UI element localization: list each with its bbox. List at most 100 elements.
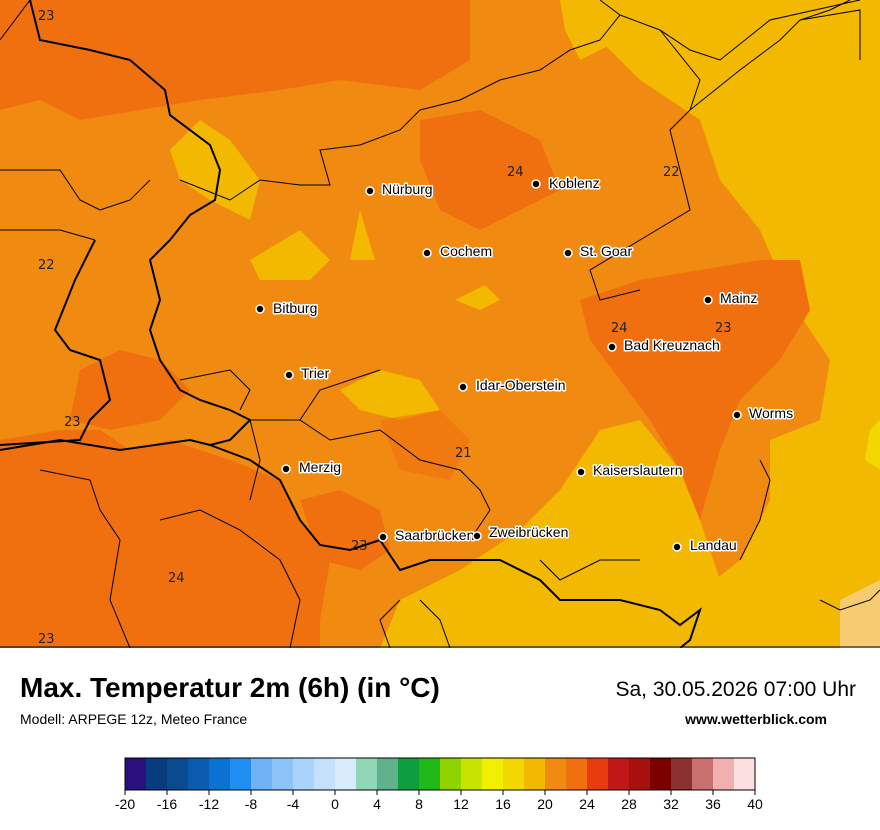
legend-frame <box>124 757 756 791</box>
city-label: Saarbrücken <box>395 527 474 543</box>
city-cochem: Cochem <box>422 242 494 261</box>
contour-label: 24 <box>168 571 185 586</box>
city-label: St. Goar <box>580 243 632 259</box>
legend-tick-label: 0 <box>331 796 339 812</box>
legend-tick-label: -8 <box>245 796 258 812</box>
forecast-datetime: Sa, 30.05.2026 07:00 Uhr <box>615 678 856 701</box>
legend-tick-label: 8 <box>415 796 423 812</box>
yellow-zone-center-3 <box>350 210 375 260</box>
city-koblenz: Koblenz <box>531 174 601 193</box>
yellow-zone-top <box>560 0 620 60</box>
city-label: Cochem <box>440 243 492 259</box>
legend-swatch <box>503 758 525 790</box>
dark-zone-nw <box>0 0 470 120</box>
city-label: Merzig <box>299 459 341 475</box>
state-borders <box>0 0 880 648</box>
legend-swatch <box>125 758 147 790</box>
contour-label: 23 <box>64 415 81 430</box>
contour-label: 23 <box>38 632 55 647</box>
city-bitburg: Bitburg <box>255 299 319 318</box>
yellow-zone-ne <box>560 0 880 648</box>
legend-swatch <box>524 758 546 790</box>
legend-swatch <box>146 758 168 790</box>
legend-swatch <box>713 758 735 790</box>
city-label: Trier <box>301 365 330 381</box>
legend-swatch <box>188 758 210 790</box>
dark-zone-pfalz <box>380 410 470 480</box>
legend-tick-label: -20 <box>115 796 135 812</box>
city-merzig: Merzig <box>281 458 343 477</box>
dark-zone-koblenz <box>420 110 560 230</box>
city-zweibruecken: Zweibrücken <box>472 523 570 542</box>
city-label: Kaiserslautern <box>593 462 683 478</box>
city-worms: Worms <box>732 404 795 423</box>
legend-swatch <box>461 758 483 790</box>
legend-tick-label: 4 <box>373 796 381 812</box>
legend-swatch <box>377 758 399 790</box>
color-legend: -20 -16 -12 -8 -4 0 4 8 12 16 20 24 28 32 36 40 <box>115 757 763 812</box>
yellow-zone-center-4 <box>455 285 500 310</box>
city-saarbruecken: Saarbrücken <box>378 526 476 545</box>
cities: Nürburg Koblenz Cochem St. Goar Bitburg … <box>255 174 795 555</box>
city-mainz: Mainz <box>703 289 759 308</box>
city-label: Worms <box>749 405 793 421</box>
yellow-zone-south <box>380 420 720 648</box>
legend-swatch <box>398 758 420 790</box>
legend-swatch <box>608 758 630 790</box>
contour-label: 24 <box>611 321 628 336</box>
city-label: Bad Kreuznach <box>624 337 720 353</box>
legend-swatch <box>734 758 756 790</box>
legend-swatch <box>419 758 441 790</box>
legend-tick-label: -4 <box>287 796 300 812</box>
city-trier: Trier <box>284 364 331 383</box>
legend-swatches <box>125 758 756 790</box>
legend-swatch <box>650 758 672 790</box>
legend-tick-label: 20 <box>537 796 553 812</box>
legend-tick-label: 32 <box>663 796 679 812</box>
contour-labels: 23 22 24 22 24 23 23 21 23 24 23 <box>38 9 732 647</box>
dark-zone-sw <box>0 430 330 648</box>
legend-swatch <box>272 758 294 790</box>
dark-zone-saar <box>300 490 390 570</box>
legend-tick-label: 12 <box>453 796 469 812</box>
legend-tick-label: 40 <box>747 796 763 812</box>
contour-label: 24 <box>507 165 524 180</box>
city-label: Idar-Oberstein <box>476 377 565 393</box>
pale-yellow-edge <box>865 420 880 470</box>
city-st-goar: St. Goar <box>563 242 634 261</box>
legend-swatch <box>440 758 462 790</box>
legend-ticks: -20 -16 -12 -8 -4 0 4 8 12 16 20 24 28 32 36 40 <box>115 790 763 812</box>
legend-swatch <box>335 758 357 790</box>
city-idar-oberstein: Idar-Oberstein <box>458 376 567 395</box>
contour-label: 23 <box>38 9 55 24</box>
contour-label: 22 <box>663 165 680 180</box>
contour-label: 22 <box>38 258 55 273</box>
legend-tick-label: 24 <box>579 796 595 812</box>
legend-swatch <box>356 758 378 790</box>
legend-swatch <box>293 758 315 790</box>
city-label: Bitburg <box>273 300 317 316</box>
legend-tick-label: 16 <box>495 796 511 812</box>
legend-swatch <box>482 758 504 790</box>
legend-swatch <box>209 758 231 790</box>
legend-swatch <box>314 758 336 790</box>
legend-swatch <box>692 758 714 790</box>
city-label: Mainz <box>720 290 757 306</box>
legend-swatch <box>587 758 609 790</box>
legend-swatch <box>629 758 651 790</box>
legend-swatch <box>566 758 588 790</box>
temperature-map: 23 22 24 22 24 23 23 21 23 24 23 Nürburg… <box>0 0 880 648</box>
model-label: Modell: ARPEGE 12z, Meteo France <box>20 711 248 727</box>
city-landau: Landau <box>672 536 738 555</box>
city-nuerburg: Nürburg <box>365 180 434 199</box>
country-borders <box>0 0 702 648</box>
legend-swatch <box>230 758 252 790</box>
yellow-zone-center-1 <box>340 370 440 420</box>
pale-yellow-se <box>840 580 880 648</box>
dark-zone-kreuznach <box>580 260 810 520</box>
legend-tick-label: 28 <box>621 796 637 812</box>
contour-label: 23 <box>351 539 368 554</box>
website-link[interactable]: www.wetterblick.com <box>685 711 827 727</box>
contour-label: 21 <box>455 446 472 461</box>
city-bad-kreuznach: Bad Kreuznach <box>607 336 721 355</box>
